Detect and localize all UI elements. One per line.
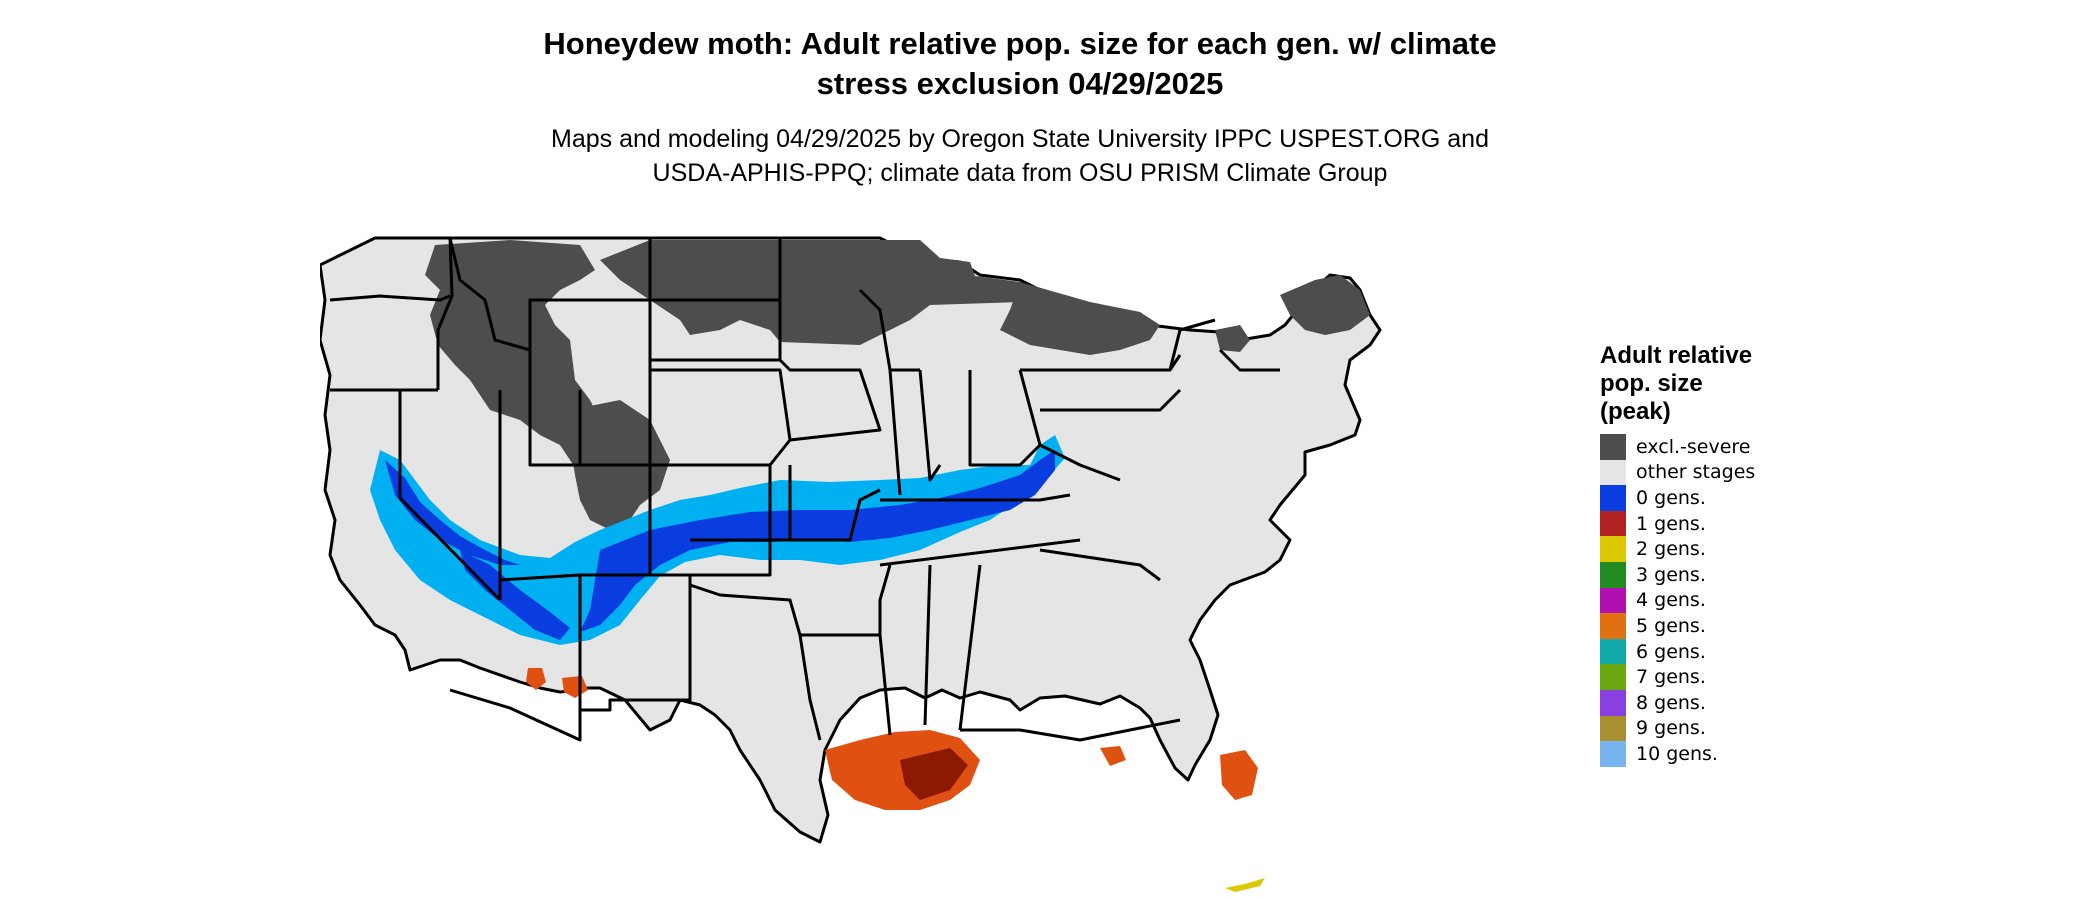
border-mo-ar: [790, 488, 881, 542]
legend-title-line-3: (peak): [1600, 398, 1671, 425]
legend-swatch: [1600, 689, 1626, 716]
excl-severe-adirondacks: [1215, 325, 1250, 352]
border-ia-mo: [789, 368, 882, 442]
map-subtitle: Maps and modeling 04/29/2025 by Oregon S…: [330, 122, 1710, 190]
legend-swatch: [1600, 434, 1626, 460]
legend-label: 5 gens.: [1636, 614, 1706, 637]
border-nc-sc: [1039, 548, 1161, 582]
legend-swatch: [1600, 741, 1626, 767]
legend-swatch: [1600, 613, 1626, 639]
border-or-id: [436, 237, 454, 390]
us-map: [318, 220, 1580, 892]
legend-item: other stages: [1600, 459, 1900, 486]
gen0-dark-southwest: [460, 550, 570, 640]
map-title-line-2: stress exclusion 04/29/2025: [816, 66, 1224, 101]
excl-severe-rockies: [425, 240, 605, 480]
map-title-line-1: Honeydew moth: Adult relative pop. size …: [543, 26, 1497, 61]
legend-label: other stages: [1636, 461, 1756, 484]
legend-item: 9 gens.: [1600, 715, 1900, 742]
border-oh: [968, 369, 1042, 467]
border-mt-wy: [528, 298, 650, 350]
border-ms-al: [878, 564, 982, 736]
legend-swatch: [1600, 485, 1626, 511]
border-il-in: [888, 369, 942, 496]
state-borders: [329, 237, 1280, 742]
map-subtitle-line-1: Maps and modeling 04/29/2025 by Oregon S…: [551, 125, 1489, 153]
border-ga-fl: [960, 718, 1181, 742]
legend-swatch: [1600, 664, 1626, 690]
legend-item: 5 gens.: [1600, 613, 1900, 639]
border-ut-co: [578, 390, 652, 575]
legend-item: 4 gens.: [1600, 587, 1900, 614]
legend-item: 3 gens.: [1600, 561, 1900, 588]
excl-severe-north-plains: [600, 240, 1040, 345]
legend-swatch: [1600, 638, 1626, 665]
gen5-louisiana: [1100, 746, 1126, 766]
legend-item: excl.-severe: [1600, 434, 1900, 460]
gen5-florida: [1220, 750, 1258, 800]
legend-item: 1 gens.: [1600, 510, 1900, 537]
legend-label: 8 gens.: [1636, 691, 1706, 714]
legend-swatch: [1600, 715, 1626, 742]
gen2-florida-keys: [1225, 878, 1265, 892]
excl-severe-great-lakes: [1000, 282, 1160, 355]
border-id-mt: [448, 237, 531, 352]
legend-label: 6 gens.: [1636, 640, 1706, 663]
border-wi-mi: [858, 288, 920, 372]
legend-label: 9 gens.: [1636, 717, 1706, 740]
legend-label: 2 gens.: [1636, 538, 1706, 561]
legend-swatch: [1600, 587, 1626, 614]
gen5-texas-coast-dark: [900, 748, 968, 800]
legend-item: 0 gens.: [1600, 485, 1900, 511]
border-ky-tn: [880, 493, 1071, 502]
us-map-svg: [318, 236, 1382, 892]
border-co: [650, 463, 772, 577]
excl-severe-new-england: [1280, 275, 1370, 335]
legend-item: 10 gens.: [1600, 741, 1900, 767]
gen0-dark-core: [580, 450, 1055, 632]
border-va-wv: [1039, 443, 1121, 482]
legend-title-line-1: Adult relative: [1600, 342, 1753, 369]
legend-label: 10 gens.: [1636, 742, 1718, 765]
legend-swatch: [1600, 459, 1626, 486]
legend-title: Adult relative pop. size (peak): [1600, 342, 1900, 426]
legend-swatch: [1600, 561, 1626, 588]
legend-item: 2 gens.: [1600, 536, 1900, 562]
legend-swatch: [1600, 536, 1626, 562]
legend-items: excl.-severe other stages 0 gens. 1 gens. 2 …: [1600, 434, 1900, 767]
map-legend: Adult relative pop. size (peak) excl.-se…: [1600, 342, 1900, 767]
border-new-england: [1168, 318, 1280, 372]
legend-title-line-2: pop. size: [1600, 370, 1703, 397]
border-ok-tx: [688, 575, 802, 636]
legend-label: 4 gens.: [1636, 589, 1706, 612]
legend-label: 3 gens.: [1636, 563, 1706, 586]
border-ar-la: [800, 564, 892, 637]
legend-label: 0 gens.: [1636, 486, 1706, 509]
gen0-dark-band: [385, 460, 520, 565]
legend-item: 6 gens.: [1600, 638, 1900, 665]
border-ca-nv: [398, 390, 502, 602]
border-tn-south: [879, 538, 1081, 567]
gen5-california-south: [526, 668, 546, 690]
map-title: Honeydew moth: Adult relative pop. size …: [330, 24, 1710, 104]
border-ne-ks: [650, 368, 792, 466]
legend-label: excl.-severe: [1636, 435, 1751, 458]
border-tx-east: [798, 634, 822, 741]
map-subtitle-line-2: USDA-APHIS-PPQ; climate data from OSU PR…: [652, 159, 1388, 187]
legend-label: 7 gens.: [1636, 666, 1706, 689]
legend-swatch: [1600, 510, 1626, 537]
legend-label: 1 gens.: [1636, 512, 1706, 535]
legend-item: 7 gens.: [1600, 664, 1900, 690]
legend-item: 8 gens.: [1600, 689, 1900, 716]
border-az: [449, 573, 582, 742]
border-wa-or: [329, 294, 451, 302]
